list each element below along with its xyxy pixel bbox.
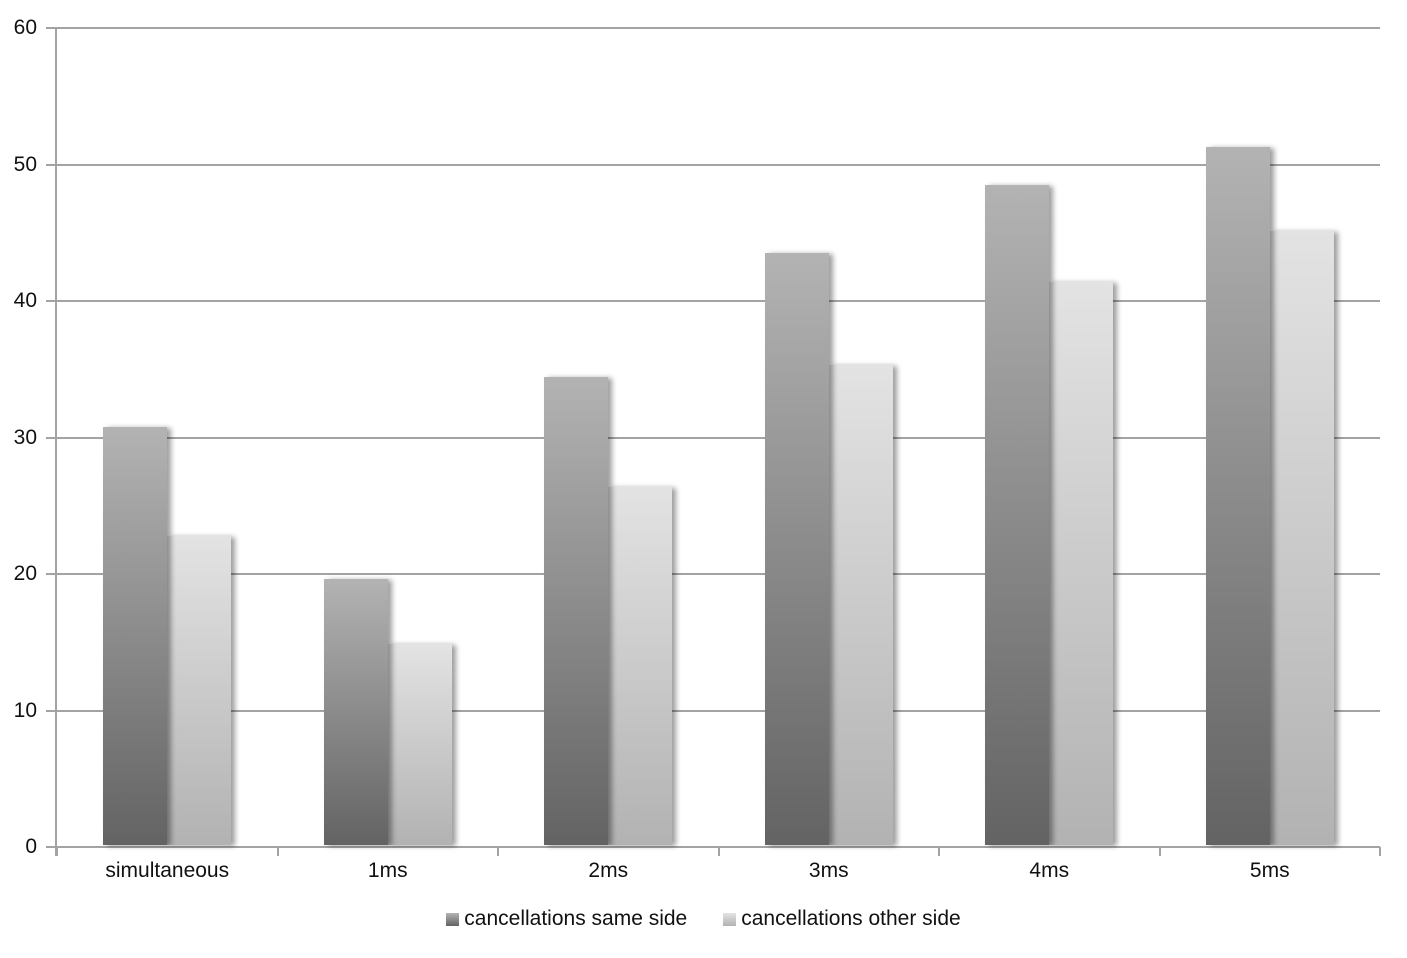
x-axis-labels: simultaneous 1ms 2ms 3ms 4ms 5ms (57, 858, 1380, 886)
legend-item-same-side: cancellations same side (446, 907, 687, 931)
y-tick-label-40: 40 (13, 289, 37, 312)
x-category-label-2ms: 2ms (588, 859, 629, 882)
y-tick-label-50: 50 (13, 152, 37, 176)
gridline-50 (46, 163, 1380, 166)
y-tick-label-0: 0 (25, 835, 37, 858)
x-category-label-3ms: 3ms (808, 859, 849, 882)
bar-2ms-other-side (608, 486, 673, 845)
x-axis-tick (1379, 847, 1381, 856)
y-tick-label-30: 30 (13, 425, 37, 449)
plot-area (46, 27, 1381, 856)
legend-swatch-icon (723, 912, 737, 926)
legend-label: cancellations other side (741, 907, 961, 930)
gridline-30 (46, 436, 1380, 439)
y-axis-labels: 0 10 20 30 40 50 60 (0, 16, 37, 858)
x-axis-tick (1158, 847, 1161, 856)
x-axis-tick (717, 847, 720, 856)
y-tick-label-10: 10 (13, 698, 37, 722)
y-tick-label-20: 20 (13, 562, 37, 585)
gridline-0 (46, 846, 1380, 848)
legend: cancellations same side cancellations oth… (0, 907, 1407, 931)
x-category-label-1ms: 1ms (367, 859, 408, 882)
bar-4ms-same-side (985, 184, 1050, 845)
legend-label: cancellations same side (464, 907, 688, 930)
gridline-40 (46, 300, 1380, 302)
y-tick-label-60: 60 (13, 16, 37, 39)
x-category-label-5ms: 5ms (1249, 859, 1290, 882)
y-axis-line (55, 28, 57, 856)
bar-1ms-other-side (387, 643, 452, 845)
x-axis-tick (497, 847, 499, 856)
bar-simultaneous-other-side (167, 535, 232, 845)
legend-item-other-side: cancellations other side (723, 907, 961, 931)
bar-5ms-other-side (1269, 231, 1334, 845)
bar-4ms-other-side (1049, 281, 1114, 845)
gridline-10 (46, 709, 1380, 712)
gridline-20 (46, 573, 1380, 575)
x-category-label-simultaneous: simultaneous (105, 859, 230, 882)
bar-3ms-other-side (828, 365, 893, 845)
bar-5ms-same-side (1205, 146, 1270, 845)
x-axis-tick (56, 847, 58, 856)
bar-3ms-same-side (764, 253, 829, 845)
bar-simultaneous-same-side (103, 426, 168, 845)
bar-2ms-same-side (544, 377, 609, 845)
x-axis-tick (938, 847, 940, 856)
legend-swatch-icon (446, 912, 460, 926)
x-axis-tick (276, 847, 279, 856)
x-category-label-4ms: 4ms (1029, 859, 1070, 882)
gridline-60 (46, 27, 1380, 29)
bar-1ms-same-side (323, 579, 388, 845)
